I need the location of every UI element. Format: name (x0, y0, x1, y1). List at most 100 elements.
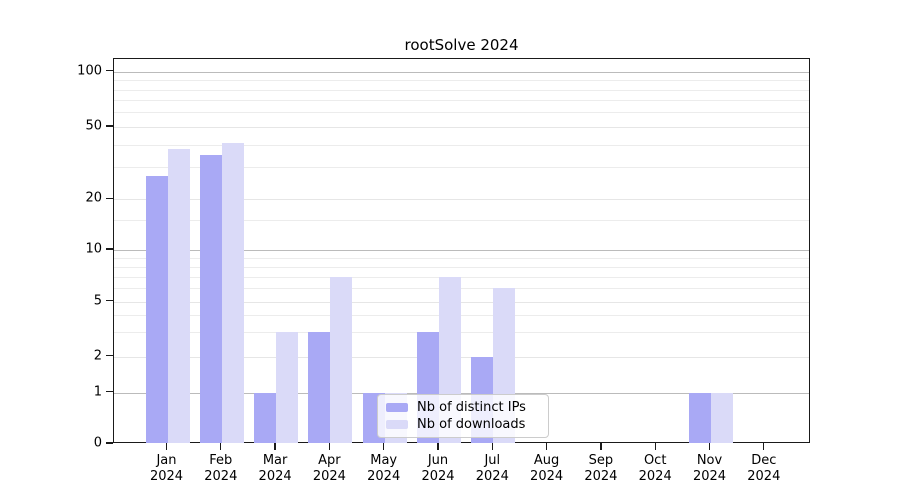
minor-gridline (114, 167, 809, 169)
x-tick-label-line: Oct (643, 453, 667, 468)
x-tick-label-line: 2024 (204, 469, 238, 484)
x-tick-mark (654, 443, 656, 450)
x-tick-label-line: 2024 (367, 469, 401, 484)
x-tick-label-line: 2024 (258, 469, 292, 484)
x-tick-label-line: Jun (427, 453, 449, 468)
y-tick-label: 1 (93, 384, 102, 400)
major-gridline (114, 71, 809, 73)
legend: Nb of distinct IPs Nb of downloads (377, 394, 549, 438)
x-tick-label: Jun 2024 (408, 453, 468, 485)
y-tick-mark (106, 125, 113, 127)
minor-gridline (114, 80, 809, 82)
y-tick-label: 50 (85, 118, 102, 134)
bar-distinct-ips-feb (199, 155, 222, 443)
minor-gridline (114, 112, 809, 114)
major-gridline (114, 392, 809, 394)
bar-downloads-jan (167, 148, 190, 443)
x-tick-label: Nov 2024 (680, 453, 740, 485)
bar-distinct-ips-apr (308, 332, 331, 443)
minor-gridline (114, 266, 809, 268)
y-tick-label: 0 (93, 435, 102, 451)
x-tick-label-line: Aug (533, 453, 560, 468)
x-tick-label-line: 2024 (421, 469, 455, 484)
y-tick-mark (106, 391, 113, 393)
chart-title: rootSolve 2024 (404, 36, 519, 54)
minor-gridline (114, 332, 809, 334)
x-tick-label-line: Dec (751, 453, 777, 468)
y-tick-label: 20 (85, 190, 102, 206)
minor-gridline (114, 276, 809, 278)
x-tick-label: May 2024 (354, 453, 414, 485)
y-tick-label: 2 (93, 348, 102, 364)
y-tick-label: 5 (93, 293, 102, 309)
gridline (114, 127, 809, 128)
x-tick-mark (383, 443, 385, 450)
x-tick-label-line: 2024 (747, 469, 781, 484)
x-tick-label-line: May (370, 453, 398, 468)
y-tick-mark (106, 300, 113, 302)
x-tick-mark (274, 443, 276, 450)
major-gridline (114, 250, 809, 251)
minor-gridline (114, 315, 809, 317)
bar-downloads-apr (330, 276, 353, 443)
x-tick-label-line: 2024 (312, 469, 346, 484)
x-tick-label: Sep 2024 (571, 453, 631, 485)
x-tick-label-line: Jan (156, 453, 177, 468)
x-tick-label-line: Mar (262, 453, 288, 468)
gridline (114, 301, 809, 303)
y-tick-label: 10 (85, 241, 102, 257)
legend-row: Nb of downloads (386, 417, 540, 432)
bar-distinct-ips-jan (145, 175, 168, 443)
minor-gridline (114, 144, 809, 146)
x-tick-label: Jan 2024 (137, 453, 197, 485)
x-tick-mark (220, 443, 222, 450)
x-tick-label: Dec 2024 (734, 453, 794, 485)
x-tick-mark (491, 443, 493, 450)
legend-swatch (386, 402, 408, 412)
bar-distinct-ips-nov (688, 392, 711, 443)
minor-gridline (114, 220, 809, 222)
bar-downloads-mar (276, 332, 299, 443)
legend-label: Nb of distinct IPs (417, 399, 526, 415)
x-tick-mark (545, 443, 548, 450)
legend-label: Nb of downloads (417, 417, 526, 433)
x-tick-label-line: Jul (484, 453, 501, 468)
bar-downloads-feb (221, 142, 244, 443)
x-tick-label-line: Apr (318, 453, 341, 468)
x-tick-mark (708, 443, 711, 450)
x-tick-label: Feb 2024 (191, 453, 251, 485)
gridline (114, 356, 809, 358)
y-tick-label: 100 (77, 63, 102, 79)
x-tick-label-line: 2024 (530, 469, 564, 484)
x-tick-label-line: 2024 (692, 469, 727, 484)
y-tick-mark (106, 197, 113, 199)
x-tick-mark (437, 443, 439, 450)
x-tick-label: Aug 2024 (517, 453, 577, 485)
x-tick-label-line: 2024 (475, 469, 509, 484)
x-tick-label: Apr 2024 (299, 453, 359, 485)
legend-swatch (386, 420, 408, 430)
bar-downloads-nov (710, 392, 733, 443)
x-tick-label-line: Nov (696, 453, 723, 468)
x-tick-mark (328, 443, 331, 450)
y-tick-mark (106, 248, 113, 250)
x-tick-label-line: 2024 (149, 469, 184, 484)
x-tick-label: Jul 2024 (462, 453, 522, 485)
plot-area (113, 58, 810, 443)
x-tick-label: Oct 2024 (625, 453, 685, 485)
minor-gridline (114, 100, 809, 102)
x-tick-label-line: 2024 (638, 469, 672, 484)
x-tick-label-line: Feb (209, 453, 233, 468)
x-tick-label-line: Sep (588, 453, 614, 468)
y-tick-mark (106, 355, 113, 357)
legend-row: Nb of distinct IPs (386, 400, 540, 415)
minor-gridline (114, 257, 809, 259)
x-tick-mark (763, 443, 765, 450)
gridline (114, 199, 809, 201)
minor-gridline (114, 89, 809, 91)
bar-distinct-ips-mar (254, 392, 277, 443)
x-tick-label-line: 2024 (584, 469, 618, 484)
y-tick-mark (106, 70, 113, 72)
x-tick-mark (600, 443, 602, 450)
